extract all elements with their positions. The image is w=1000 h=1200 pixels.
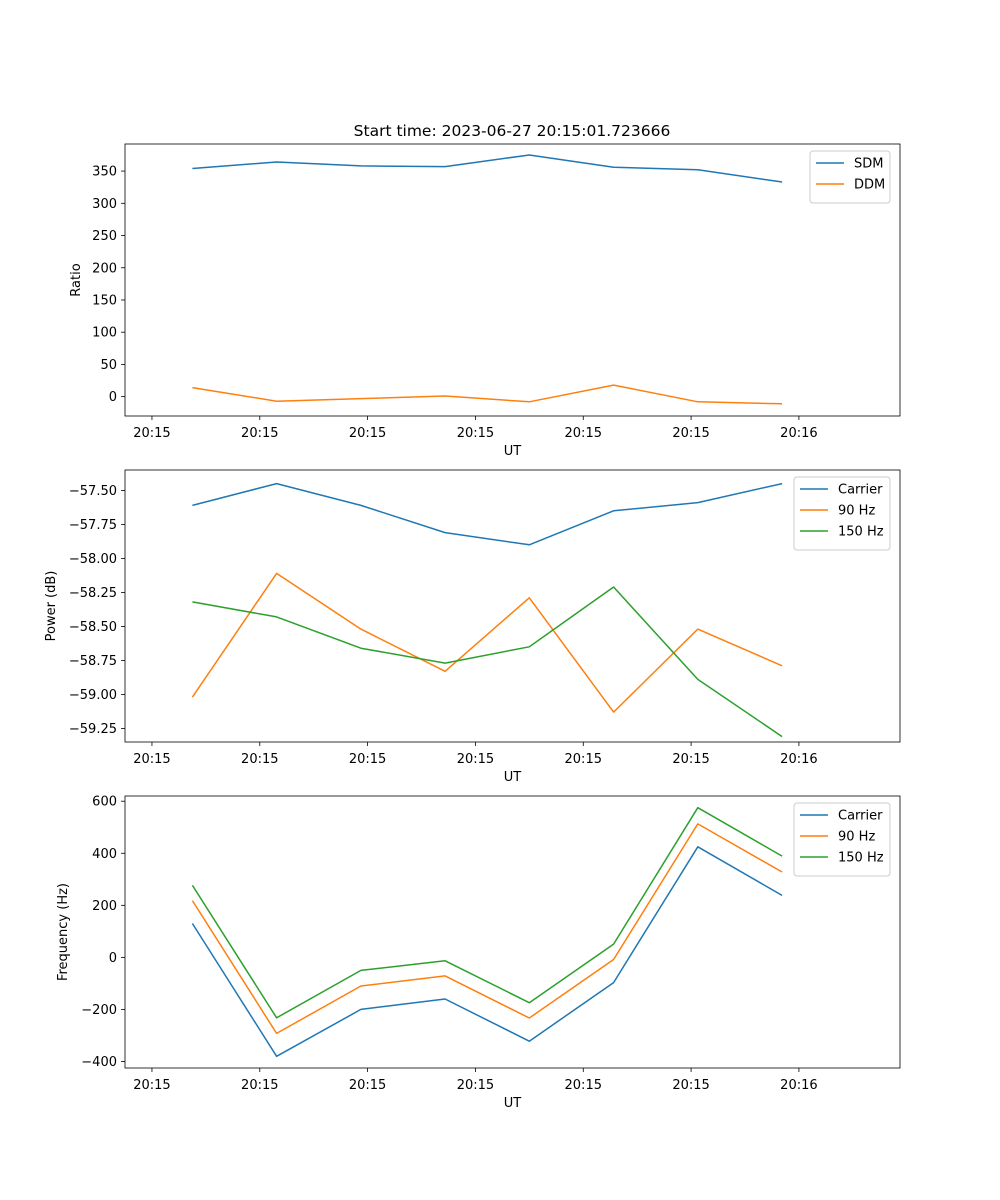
series-line-carrier: [191, 846, 783, 1058]
series-line-150-hz: [191, 806, 783, 1019]
x-tick-label: 20:16: [780, 1078, 817, 1093]
series-line-carrier: [192, 482, 783, 546]
y-tick-label: −58.50: [69, 620, 117, 635]
x-tick-label: 20:15: [133, 426, 170, 441]
legend-entry-label: 90 Hz: [838, 504, 875, 519]
x-tick-label: 20:15: [349, 1078, 386, 1093]
y-axis-label: Power (dB): [44, 571, 59, 642]
x-tick-label: 20:15: [565, 1078, 602, 1093]
y-tick-label: −400: [81, 1055, 117, 1070]
x-tick-label: 20:16: [780, 752, 817, 767]
y-tick-label: −57.75: [69, 518, 117, 533]
x-tick-label: 20:15: [565, 426, 602, 441]
y-tick-label: −58.75: [69, 654, 117, 669]
series-line-150-hz: [192, 586, 783, 738]
y-tick-label: −57.50: [69, 484, 117, 499]
legend: SDM DDM: [809, 150, 891, 204]
x-tick-label: 20:15: [241, 426, 278, 441]
x-tick-label: 20:15: [133, 752, 170, 767]
x-tick-label: 20:15: [672, 1078, 709, 1093]
x-tick-label: 20:15: [565, 752, 602, 767]
x-axis-label: UT: [504, 770, 522, 785]
y-tick-label: 0: [109, 951, 117, 966]
legend-entry-label: 150 Hz: [838, 851, 884, 866]
x-axis-label: UT: [504, 1096, 522, 1111]
x-tick-label: 20:15: [457, 1078, 494, 1093]
x-tick-label: 20:15: [457, 426, 494, 441]
legend-entry-label: DDM: [854, 178, 885, 193]
y-tick-label: 50: [100, 358, 117, 373]
legend-entry-label: SDM: [854, 157, 883, 172]
y-tick-label: 200: [92, 899, 117, 914]
legend-entry-label: Carrier: [838, 483, 883, 498]
power-panel: −59.25 −59.00 −58.75 −58.50 −58.25 −58.00 −57.…: [44, 469, 901, 785]
legend-entry-label: 150 Hz: [838, 525, 884, 540]
legend-box: [809, 150, 891, 204]
frequency-panel: −400 −200 0 200 400 600 20:15 20:15 20:15 20:15 20…: [56, 795, 901, 1111]
x-tick-label: 20:15: [672, 752, 709, 767]
x-tick-label: 20:15: [349, 752, 386, 767]
y-tick-label: 150: [92, 293, 117, 308]
y-tick-label: 400: [92, 847, 117, 862]
series-line-90-hz: [191, 572, 783, 713]
y-tick-label: 0: [109, 390, 117, 405]
y-tick-label: 600: [92, 795, 117, 810]
series-line-ddm: [192, 384, 783, 405]
series-line-90-hz: [191, 823, 783, 1035]
x-tick-label: 20:16: [780, 426, 817, 441]
legend: Carrier 90 Hz 150 Hz: [793, 802, 891, 877]
ratio-panel: 0 50 100 150 200 250 300 350 20:15 20:15 20:15 20:1…: [69, 143, 901, 459]
y-tick-label: 100: [92, 326, 117, 341]
y-tick-label: 250: [92, 229, 117, 244]
legend-entry-label: 90 Hz: [838, 830, 875, 845]
y-axis-label: Ratio: [69, 263, 84, 296]
y-tick-label: 300: [92, 197, 117, 212]
y-tick-label: −58.25: [69, 586, 117, 601]
y-tick-label: −59.25: [69, 722, 117, 737]
y-axis-label: Frequency (Hz): [56, 883, 71, 981]
y-tick-label: 350: [92, 165, 117, 180]
x-tick-label: 20:15: [457, 752, 494, 767]
x-tick-label: 20:15: [349, 426, 386, 441]
axes-frame: [124, 469, 901, 743]
y-tick-label: 200: [92, 261, 117, 276]
axes-frame: [124, 795, 901, 1069]
y-tick-label: −59.00: [69, 688, 117, 703]
y-tick-label: −200: [81, 1003, 117, 1018]
chart-title: Start time: 2023-06-27 20:15:01.723666: [354, 122, 671, 140]
legend: Carrier 90 Hz 150 Hz: [793, 476, 891, 551]
x-tick-label: 20:15: [672, 426, 709, 441]
y-tick-label: −58.00: [69, 552, 117, 567]
x-tick-label: 20:15: [241, 1078, 278, 1093]
x-axis-label: UT: [504, 444, 522, 459]
series-line-sdm: [192, 154, 783, 183]
x-tick-label: 20:15: [241, 752, 278, 767]
legend-entry-label: Carrier: [838, 809, 883, 824]
x-tick-label: 20:15: [133, 1078, 170, 1093]
axes-frame: [124, 143, 901, 417]
